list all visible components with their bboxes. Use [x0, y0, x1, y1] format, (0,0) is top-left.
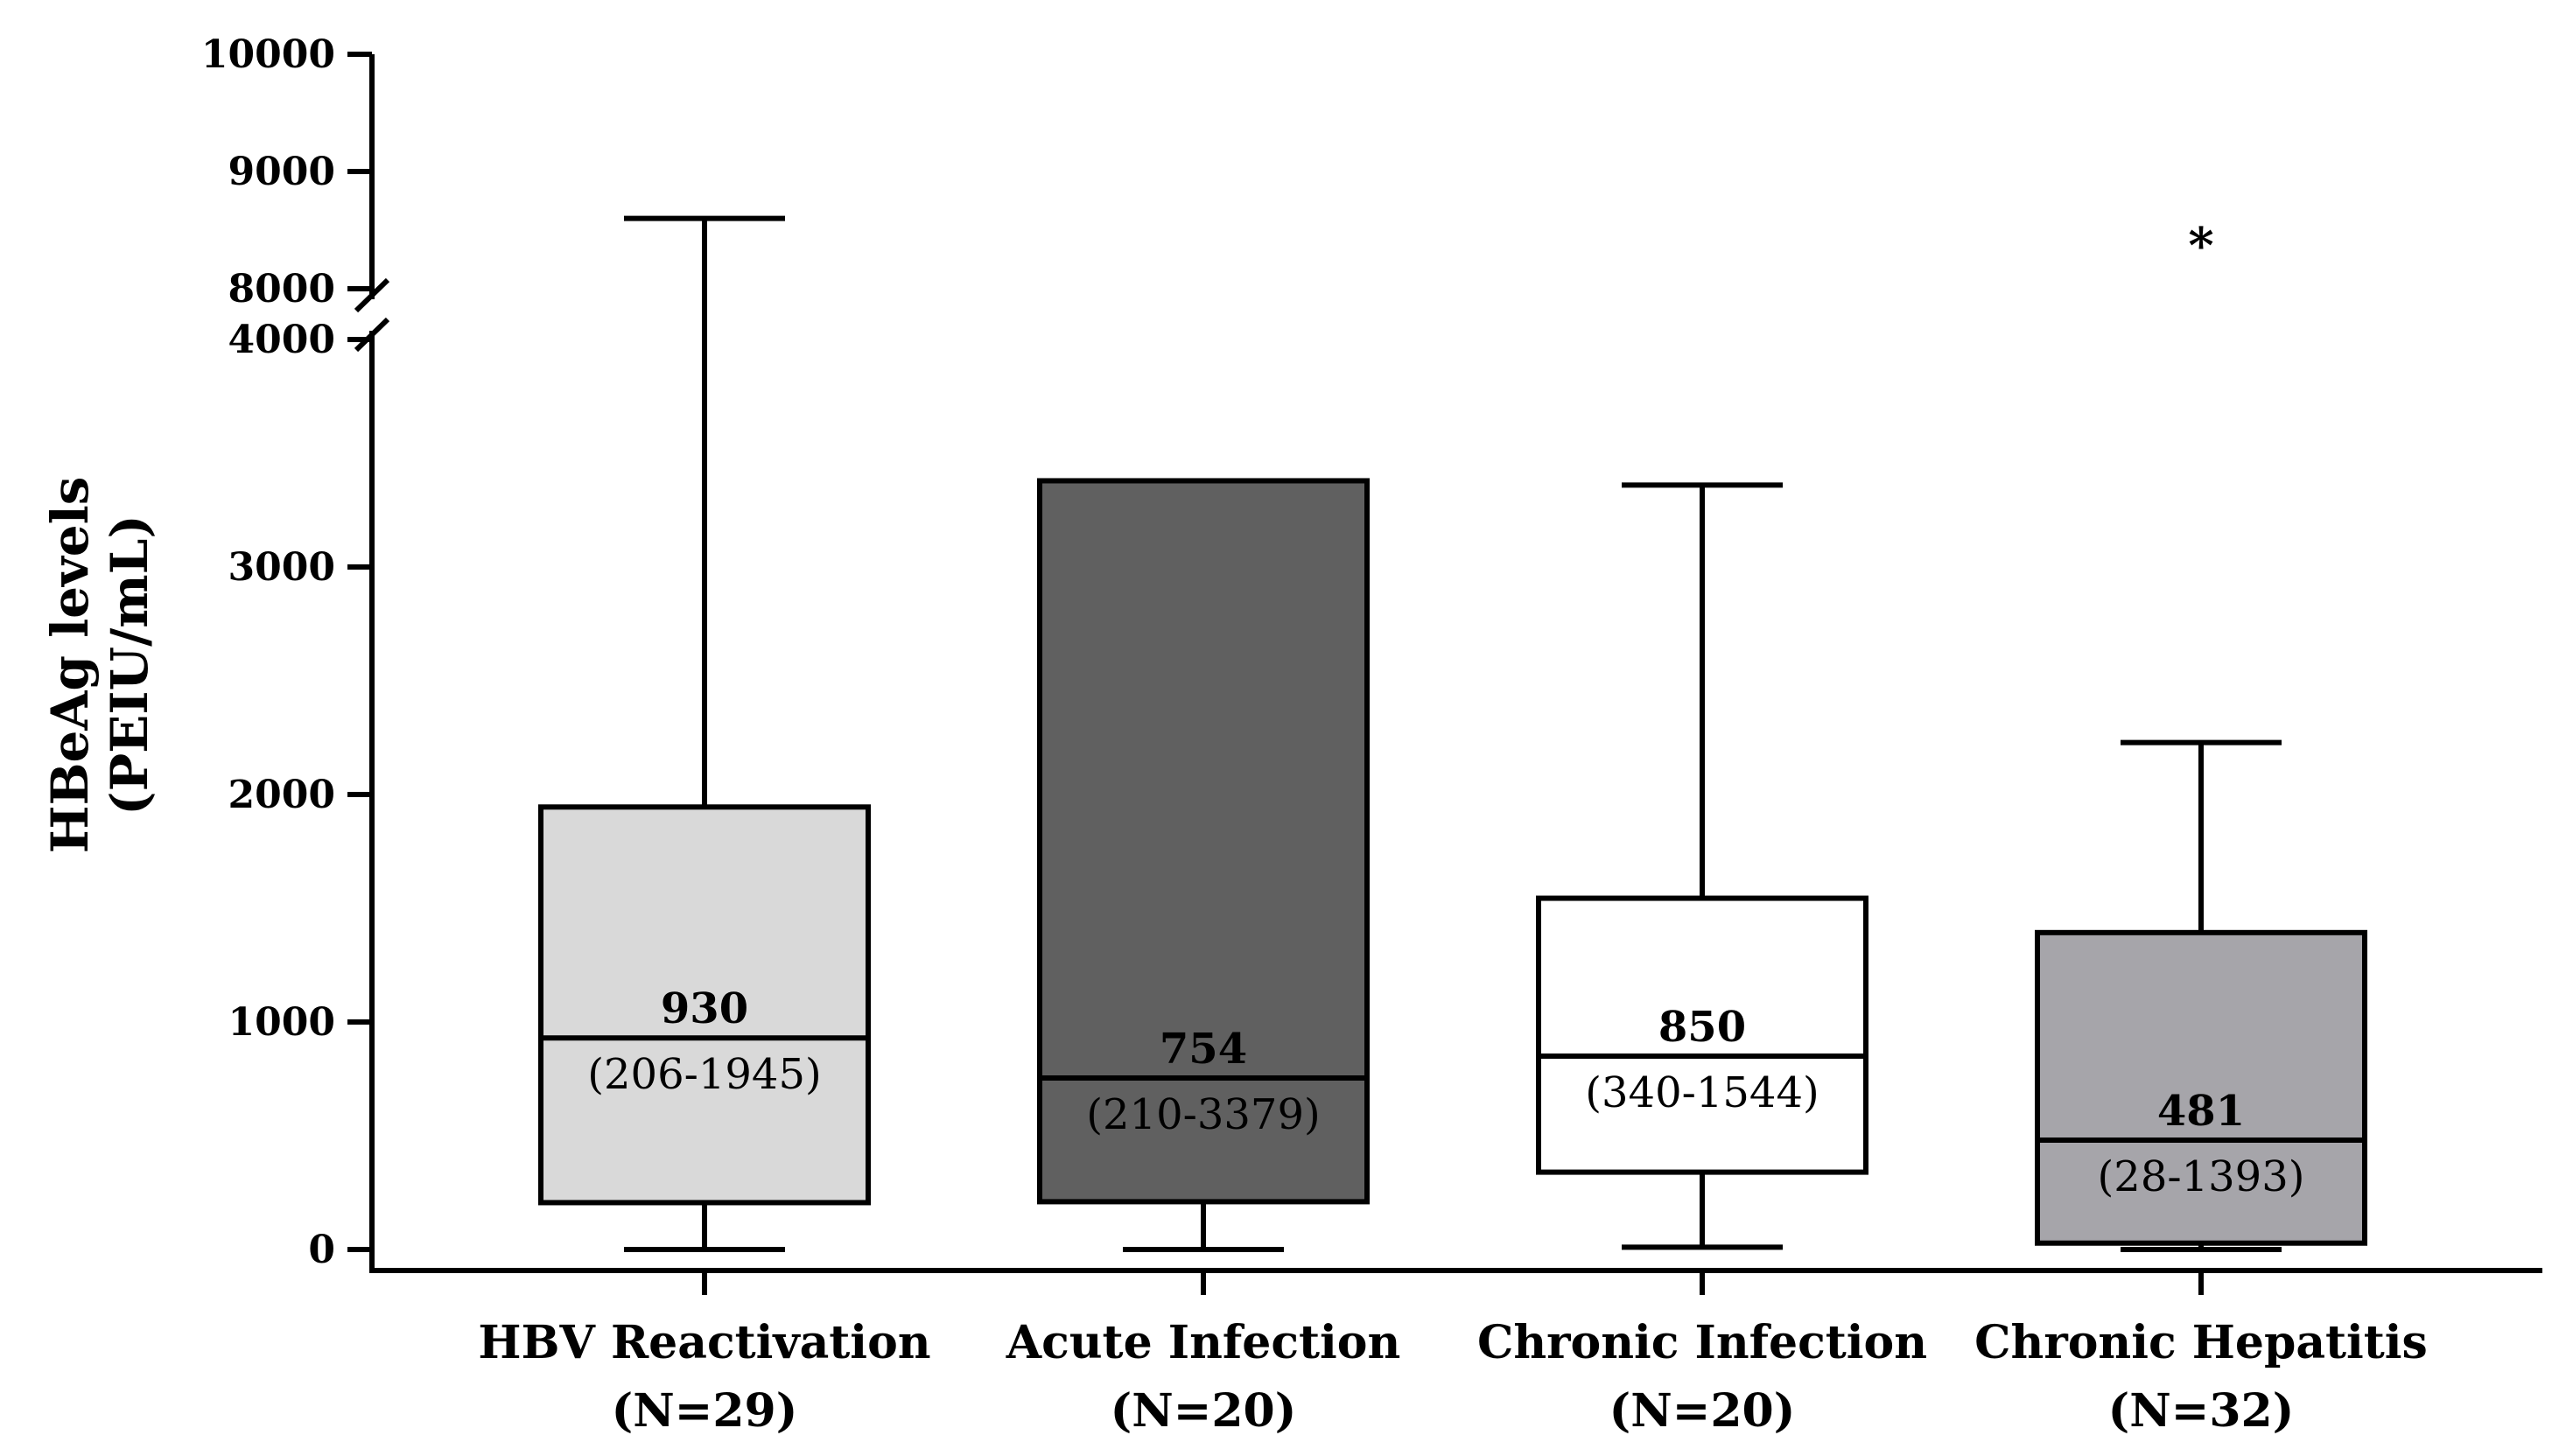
- iqr-box: [1536, 895, 1868, 1175]
- category-labels: HBV Reactivation (N=29) Acute Infection (N=…: [478, 1270, 2428, 1438]
- y-axis-label: HBeAg levels (PEIU/mL): [40, 477, 159, 854]
- y-tick-label: 0: [308, 1228, 335, 1272]
- category-label: HBV Reactivation: [478, 1316, 930, 1369]
- y-tick-label: 3000: [228, 545, 335, 590]
- median-label: 481: [2157, 1087, 2245, 1136]
- boxes: 930 (206-1945) 754 (210-3379) 850 (340-1544) 4…: [538, 215, 2367, 1252]
- outlier-marker: *: [2188, 217, 2213, 275]
- iqr-label: (28-1393): [2098, 1152, 2305, 1201]
- iqr-label: (210-3379): [1086, 1090, 1320, 1139]
- median-label: 930: [661, 984, 748, 1033]
- category-n-label: (N=29): [612, 1384, 798, 1438]
- axis-break-mark-upper: [354, 277, 390, 313]
- y-tick-label: 4000: [228, 318, 335, 362]
- axis-break-mark-lower: [354, 317, 390, 353]
- box-group-4: 481 (28-1393) *: [2035, 217, 2367, 1252]
- median-label: 754: [1160, 1025, 1247, 1074]
- y-tick-label: 8000: [228, 267, 335, 312]
- box-group-1: 930 (206-1945): [538, 215, 871, 1252]
- y-axis-label-line2: (PEIU/mL): [100, 514, 159, 816]
- y-tick-label: 10000: [201, 32, 335, 77]
- iqr-box: [538, 804, 871, 1206]
- iqr-label: (340-1544): [1585, 1068, 1819, 1117]
- iqr-label: (206-1945): [587, 1050, 821, 1099]
- y-tick-label: 2000: [228, 773, 335, 817]
- category-label: Chronic Hepatitis: [1974, 1316, 2428, 1369]
- category-n-label: (N=20): [1609, 1384, 1796, 1438]
- category-n-label: (N=20): [1111, 1384, 1297, 1438]
- box-group-3: 850 (340-1544): [1536, 482, 1868, 1250]
- y-axis-label-line1: HBeAg levels: [40, 477, 100, 854]
- y-tick-label: 1000: [228, 1000, 335, 1045]
- box-group-2: 754 (210-3379): [1037, 478, 1370, 1252]
- category-n-label: (N=32): [2108, 1384, 2295, 1438]
- category-label: Acute Infection: [1006, 1316, 1401, 1369]
- y-tick-label: 9000: [228, 150, 335, 194]
- median-label: 850: [1658, 1003, 1746, 1052]
- axes: 0 1000 2000 3000 4000 8000 9000 10000: [201, 32, 2542, 1273]
- category-label: Chronic Infection: [1477, 1316, 1927, 1369]
- iqr-box: [1037, 478, 1370, 1205]
- iqr-box: [2035, 929, 2367, 1246]
